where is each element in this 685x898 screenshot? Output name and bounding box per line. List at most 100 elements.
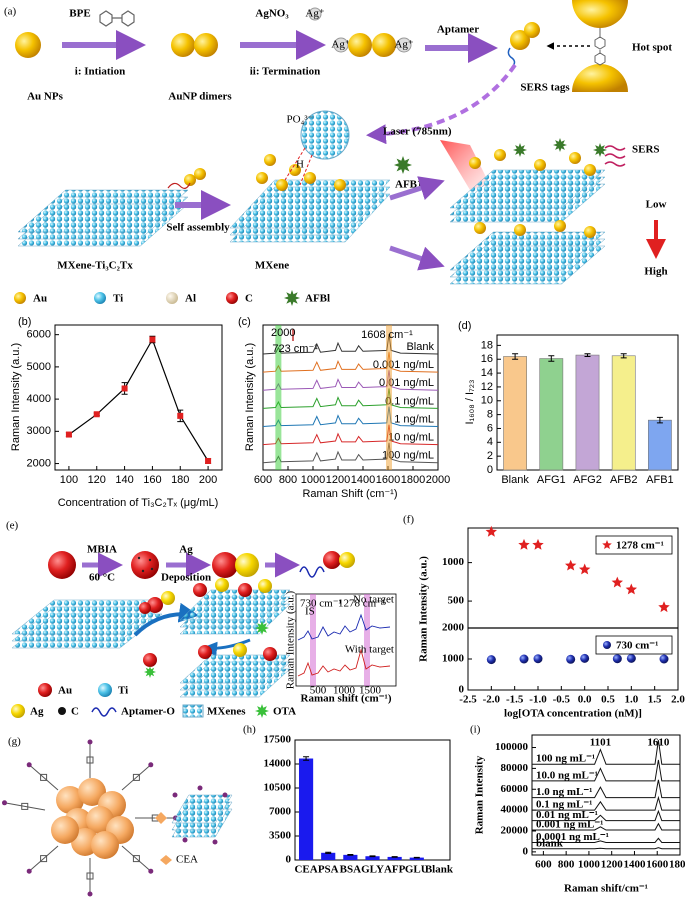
inset-tick: 500 [310, 685, 327, 697]
particle [554, 220, 566, 232]
x-tick-label: 180 [171, 474, 189, 486]
marker [611, 576, 623, 588]
scale-label: 2000 [271, 327, 295, 339]
x-tick-label: 100 [60, 474, 78, 486]
marker [566, 654, 576, 664]
x-tick-label: 1200 [601, 859, 624, 871]
band-label: 1608 cm⁻¹ [361, 329, 413, 341]
chart: (i) 0 20000 40000 60000 80000 100000 600 800 1000… [470, 724, 685, 895]
y-axis-label: Raman Intensity (a.u.) [244, 343, 256, 451]
label: Self assembly [166, 222, 230, 234]
x-tick-label: Blank [501, 474, 529, 486]
spectrum [532, 809, 680, 822]
particle [348, 33, 372, 57]
x-tick-label: -0.5 [553, 694, 571, 706]
x-tick-label: 200 [199, 474, 217, 486]
inset-tick: 1000 [333, 685, 356, 697]
series-label: 0.001 ng/mL [373, 359, 434, 371]
inset-tick: 1500 [359, 685, 382, 697]
legend-label: OTA [273, 706, 296, 718]
label: Laser (785nm) [383, 126, 452, 138]
spectrum [532, 847, 680, 850]
error-bar [303, 756, 310, 761]
y-tick-label: 14000 [264, 758, 292, 770]
particle [469, 157, 481, 169]
plot-frame [294, 739, 451, 861]
series-label: 0.01 ng mL⁻¹ [536, 809, 598, 821]
icon [593, 143, 607, 157]
mxene-layer [17, 189, 189, 233]
icon [553, 138, 567, 152]
particle [215, 578, 229, 592]
end-group [26, 762, 32, 768]
inset-label: Raman Intensity (a.u.) [285, 590, 297, 689]
particle [139, 602, 151, 614]
particle [38, 683, 52, 697]
legend-marker [602, 540, 612, 549]
x-tick-label: 1000 [578, 859, 601, 871]
spectrum [532, 759, 680, 782]
x-tick-label: BSA [340, 864, 361, 876]
particle [193, 583, 207, 597]
bar [343, 854, 358, 860]
ring [132, 773, 140, 781]
end-group [87, 739, 93, 745]
particle [143, 653, 157, 667]
label: MBIA [87, 544, 117, 556]
x-tick-label: 140 [115, 474, 133, 486]
particle [524, 22, 540, 38]
icon [182, 704, 204, 718]
x-axis-label: log[OTA concentration (nM)] [504, 708, 642, 720]
y-tick-label: 500 [448, 595, 465, 607]
ring [86, 872, 94, 880]
marker [65, 431, 72, 438]
y-tick-label: 16 [481, 353, 493, 365]
end-group [212, 839, 218, 845]
label: Aptamer [437, 24, 479, 36]
label: i: Intiation [75, 66, 125, 78]
x-tick-label: AFB1 [646, 474, 674, 486]
signal-wave [604, 161, 626, 167]
chart: (b) 2000 3000 4000 5000 6000 100 120 140 160 180 20… [10, 316, 223, 509]
icon [255, 621, 269, 635]
bar [503, 356, 527, 471]
x-tick-label: -2.5 [459, 694, 477, 706]
signal-wave [604, 145, 626, 151]
error-bar [584, 353, 591, 357]
series-label: 0.01 ng/mL [379, 377, 434, 389]
end-group [197, 785, 203, 791]
y-tick-label: 7000 [269, 806, 292, 818]
x-tick-label: AFG1 [537, 474, 566, 486]
linker [28, 845, 59, 872]
icon [91, 707, 117, 717]
error-bar [369, 855, 376, 858]
panel-label: (e) [6, 520, 19, 532]
x-tick-label: 0.5 [601, 694, 615, 706]
inset-label: IS [305, 606, 315, 618]
legend-label: Ag [30, 706, 44, 718]
mxene-layer [179, 589, 291, 621]
y-tick-label: 10 [481, 395, 493, 407]
error-bar [413, 856, 420, 859]
x-tick-label: 1800 [401, 474, 425, 486]
y-tick-label: 20000 [501, 825, 529, 837]
mxene-layer [229, 179, 391, 229]
particle [194, 168, 206, 180]
aptamer [167, 182, 191, 189]
marker [149, 336, 156, 343]
series-label: blank [536, 837, 564, 849]
caption: MXene-Ti₃C₂Tx [57, 260, 133, 272]
inset-label: Raman shift (cm⁻¹) [301, 693, 392, 705]
label: Ag⁺ [394, 39, 413, 51]
particle [494, 149, 506, 161]
error-bar [512, 353, 519, 360]
y-tick-label: 6 [487, 422, 493, 434]
bar [365, 856, 380, 860]
y-tick-label: 3000 [27, 425, 51, 437]
spectrum [532, 740, 680, 765]
panel-g: (g) CEA [2, 736, 233, 897]
label: Ag [179, 544, 193, 556]
marker [177, 412, 184, 419]
panel-label: (h) [243, 724, 256, 736]
